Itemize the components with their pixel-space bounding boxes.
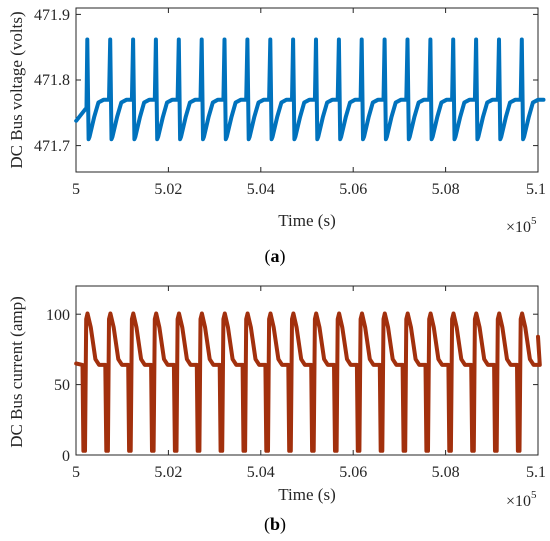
chart-a-ytick-label: 471.8: [34, 72, 70, 89]
caption-a-close: ): [280, 246, 286, 267]
chart-b-series-line: [74, 311, 542, 453]
chart-a-xtick-label: 5: [72, 181, 80, 198]
chart-a-ytick-label: 471.7: [34, 138, 70, 155]
chart-b-xtick-label: 5.08: [432, 464, 460, 481]
chart-b-x-multiplier: ×10 5: [506, 489, 537, 510]
chart-b-xtick-label: 5.1: [526, 464, 546, 481]
chart-b-xtick-label: 5.06: [339, 464, 367, 481]
chart-a-xtick-labels: 5 5.02 5.04 5.06 5.08 5.1: [72, 181, 546, 198]
chart-b-axes-box: [75, 285, 539, 456]
chart-b-yticks: [76, 313, 538, 456]
chart-a-yticks: [76, 13, 538, 147]
chart-b-plot: [74, 311, 542, 453]
chart-b-ytick-label: 50: [54, 377, 70, 394]
chart-a-ylabel: DC Bus voltage (volts): [7, 11, 26, 168]
chart-a-axes-box: [75, 7, 539, 173]
chart-b-ylabel: DC Bus current (amp): [7, 296, 26, 448]
chart-a-xtick-label: 5.08: [432, 181, 460, 198]
chart-b-xtick-label: 5.04: [247, 464, 275, 481]
chart-b-xlabel: Time (s): [278, 485, 335, 504]
caption-a-open: (: [265, 246, 271, 267]
chart-b-xticks: [167, 286, 447, 455]
chart-a-xlabel: Time (s): [278, 211, 335, 230]
chart-a-ytick-labels: 471.7 471.8 471.9: [34, 7, 70, 155]
chart-a: 471.7 471.8 471.9 5 5.02 5.04 5.06 5.08 …: [7, 7, 546, 267]
chart-b: 0 50 100 5 5.02 5.04 5.06 5.08 5.1 Time …: [7, 285, 546, 535]
chart-b-x-multiplier-exp: 5: [531, 489, 537, 501]
chart-b-xtick-labels: 5 5.02 5.04 5.06 5.08 5.1: [72, 464, 546, 481]
caption-a: (a): [265, 246, 286, 267]
chart-a-xtick-label: 5.04: [247, 181, 275, 198]
chart-b-ytick-label: 100: [46, 307, 70, 324]
chart-a-xtick-label: 5.1: [526, 181, 546, 198]
chart-a-xticks: [167, 8, 447, 172]
caption-a-letter: a: [271, 246, 280, 266]
caption-b-letter: b: [270, 514, 280, 534]
chart-b-xtick-label: 5.02: [154, 464, 182, 481]
caption-b: (b): [264, 514, 286, 535]
chart-a-x-multiplier-exp: 5: [531, 215, 537, 227]
chart-b-ytick-label: 0: [62, 448, 70, 465]
caption-b-close: ): [280, 514, 286, 535]
chart-b-x-multiplier-base: ×10: [506, 493, 531, 510]
chart-a-xtick-label: 5.02: [154, 181, 182, 198]
chart-a-plot: [74, 37, 546, 142]
chart-b-xtick-label: 5: [72, 464, 80, 481]
chart-a-x-multiplier-base: ×10: [506, 219, 531, 236]
chart-a-xtick-label: 5.06: [339, 181, 367, 198]
chart-a-ytick-label: 471.9: [34, 7, 70, 24]
chart-a-x-multiplier: ×10 5: [506, 215, 537, 236]
chart-b-ytick-labels: 0 50 100: [46, 307, 70, 465]
chart-a-series-line: [74, 37, 546, 142]
caption-b-open: (: [264, 514, 270, 535]
